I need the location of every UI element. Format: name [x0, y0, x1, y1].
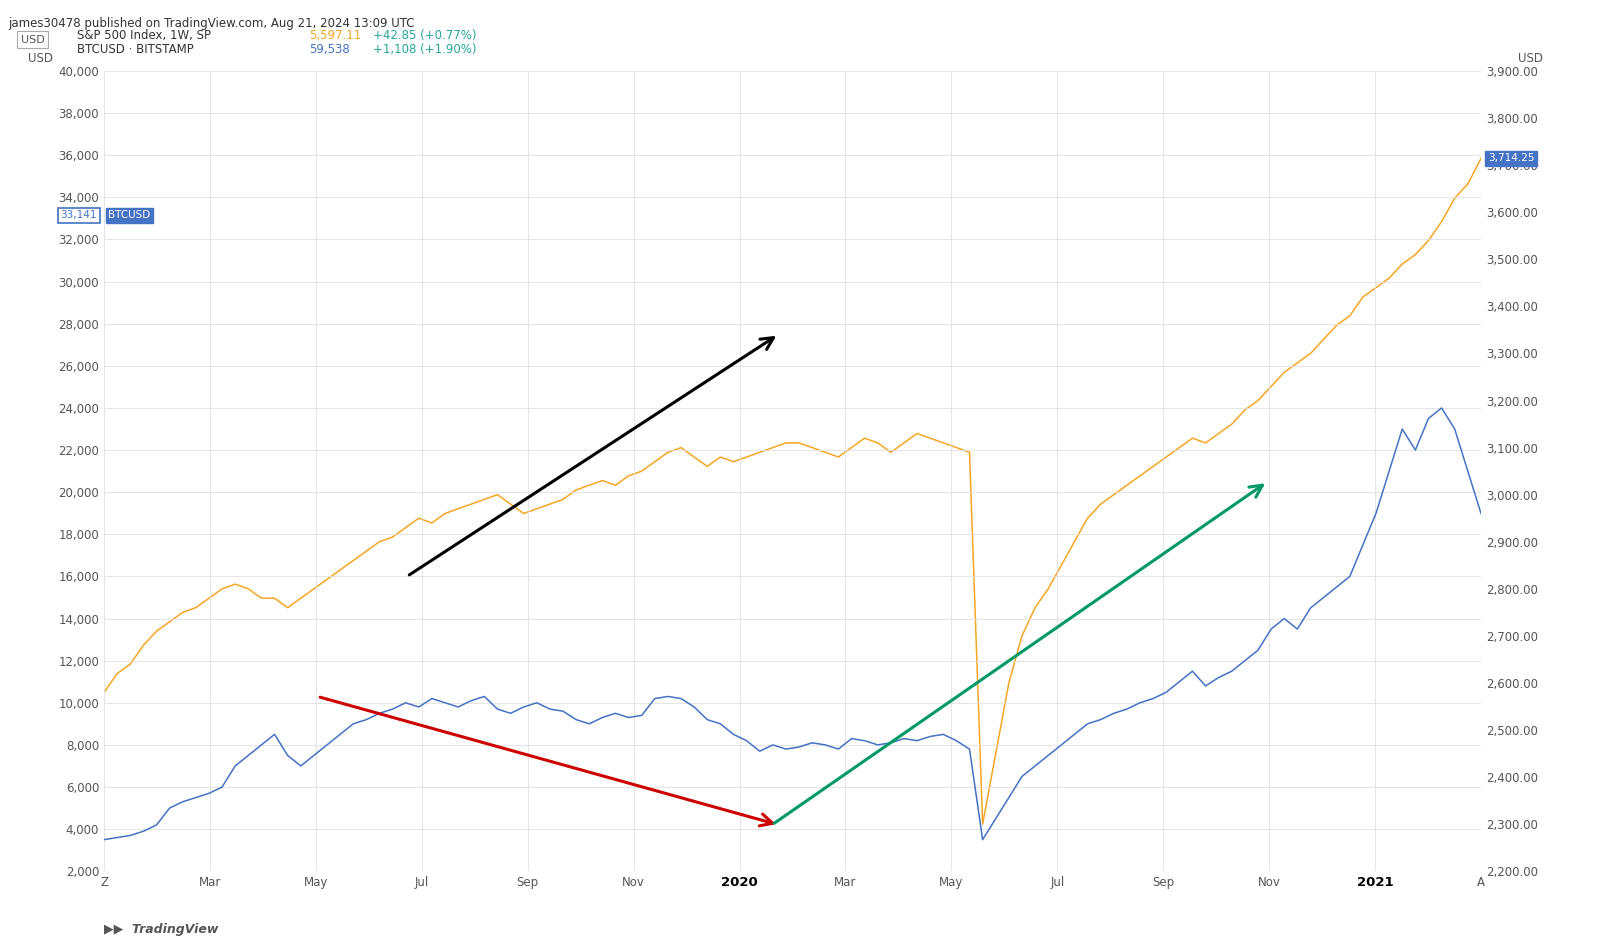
Text: james30478 published on TradingView.com, Aug 21, 2024 13:09 UTC: james30478 published on TradingView.com,…: [8, 17, 415, 30]
Text: 33,141: 33,141: [61, 210, 98, 221]
Text: ▶▶  TradingView: ▶▶ TradingView: [104, 923, 218, 937]
Text: USD: USD: [1518, 52, 1543, 64]
Text: 3,714.25: 3,714.25: [1487, 153, 1534, 164]
Text: BTCUSD · BITSTAMP: BTCUSD · BITSTAMP: [77, 43, 194, 56]
Text: USD: USD: [21, 35, 45, 45]
Text: S&P 500 Index, 1W, SP: S&P 500 Index, 1W, SP: [77, 28, 211, 42]
Text: +42.85 (+0.77%): +42.85 (+0.77%): [373, 28, 477, 42]
Text: BTCUSD: BTCUSD: [109, 210, 150, 221]
Text: +1,108 (+1.90%): +1,108 (+1.90%): [373, 43, 477, 56]
Text: 5,597.11: 5,597.11: [309, 28, 362, 42]
Text: USD: USD: [29, 52, 53, 64]
Text: 59,538: 59,538: [309, 43, 349, 56]
